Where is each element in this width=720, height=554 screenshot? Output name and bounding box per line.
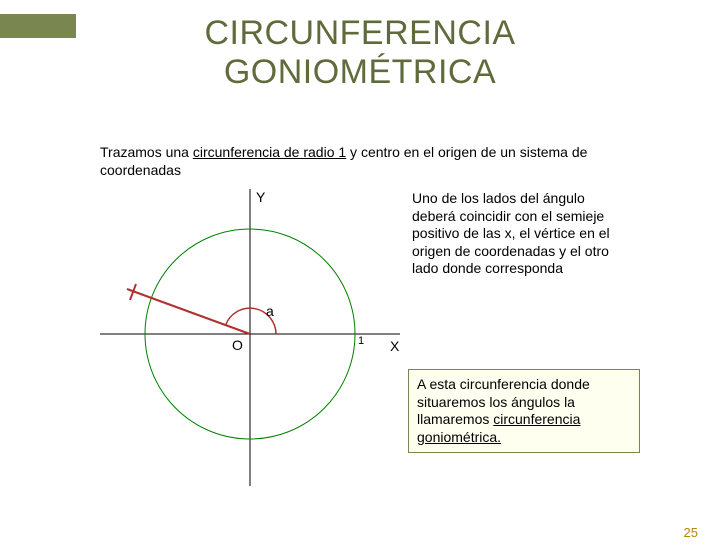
title-line-1: CIRCUNFERENCIA xyxy=(204,14,515,52)
page-number: 25 xyxy=(684,525,698,540)
accent-bar xyxy=(0,14,76,38)
intro-underlined: circunferencia de radio 1 xyxy=(193,144,346,160)
definition-callout: A esta circunferencia donde situaremos l… xyxy=(408,369,640,453)
goniometric-diagram: Y X O 1 a xyxy=(100,184,400,484)
label-origin: O xyxy=(232,337,243,353)
side-paragraph-text: Uno de los lados del ángulo deberá coinc… xyxy=(412,190,610,276)
diagram-svg: Y X O 1 a xyxy=(100,184,400,494)
label-one: 1 xyxy=(358,335,364,347)
label-y: Y xyxy=(256,189,266,205)
label-alpha: a xyxy=(266,303,274,319)
side-paragraph: Uno de los lados del ángulo deberá coinc… xyxy=(412,190,632,278)
intro-pre: Trazamos una xyxy=(100,144,193,160)
title-line-2: GONIOMÉTRICA xyxy=(224,53,496,91)
intro-text: Trazamos una circunferencia de radio 1 y… xyxy=(100,144,640,179)
page-title: CIRCUNFERENCIA GONIOMÉTRICA xyxy=(0,14,720,92)
label-x: X xyxy=(390,338,400,354)
